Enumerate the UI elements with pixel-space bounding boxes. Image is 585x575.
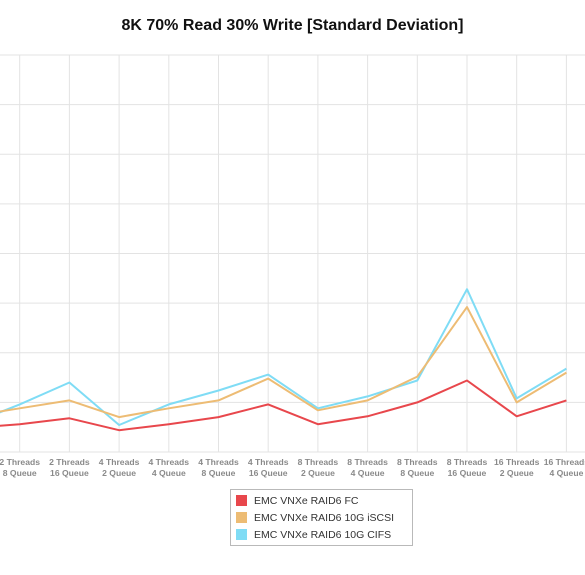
- x-tick-label: 8 Threads: [298, 457, 339, 467]
- x-tick-label: 4 Queue: [549, 468, 583, 478]
- legend-label: EMC VNXe RAID6 10G CIFS: [254, 528, 392, 541]
- x-tick-label: 4 Threads: [99, 457, 140, 467]
- series-lines: [0, 288, 567, 432]
- x-tick-label: 8 Threads: [447, 457, 488, 467]
- x-tick-label: 16 Threads: [494, 457, 540, 467]
- x-tick-label: 16 Queue: [249, 468, 288, 478]
- x-tick-label: 2 Threads: [49, 457, 90, 467]
- legend-label: EMC VNXe RAID6 FC: [254, 494, 359, 507]
- x-tick-label: 8 Threads: [347, 457, 388, 467]
- x-tick-label: 16 Threads: [544, 457, 585, 467]
- x-tick-label: 16 Queue: [448, 468, 487, 478]
- legend-label: EMC VNXe RAID6 10G iSCSI: [254, 511, 395, 524]
- x-tick-label: 8 Queue: [202, 468, 236, 478]
- legend-item: EMC VNXe RAID6 10G iSCSI: [236, 509, 412, 526]
- x-tick-label: 2 Threads: [0, 457, 40, 467]
- legend-swatch: [236, 512, 247, 523]
- series-line: [0, 306, 567, 419]
- legend-item: EMC VNXe RAID6 10G CIFS: [236, 526, 412, 543]
- x-tick-label: 2 Queue: [301, 468, 335, 478]
- chart-title: 8K 70% Read 30% Write [Standard Deviatio…: [121, 17, 464, 34]
- x-tick-label: 8 Queue: [400, 468, 434, 478]
- x-tick-label: 4 Queue: [351, 468, 385, 478]
- legend-swatch: [236, 495, 247, 506]
- x-tick-label: 4 Threads: [148, 457, 189, 467]
- x-tick-label: 4 Queue: [152, 468, 186, 478]
- x-tick-label: 16 Queue: [50, 468, 89, 478]
- x-tick-label: 8 Queue: [3, 468, 37, 478]
- series-line: [0, 288, 567, 426]
- x-tick-label: 4 Threads: [248, 457, 289, 467]
- x-tick-label: 2 Queue: [102, 468, 136, 478]
- legend-swatch: [236, 529, 247, 540]
- series-line: [0, 379, 567, 432]
- x-tick-label: 8 Threads: [397, 457, 438, 467]
- grid: [0, 54, 585, 453]
- x-tick-label: 4 Threads: [198, 457, 239, 467]
- legend-item: EMC VNXe RAID6 FC: [236, 492, 412, 509]
- x-tick-label: 2 Queue: [500, 468, 534, 478]
- legend: EMC VNXe RAID6 FC EMC VNXe RAID6 10G iSCS…: [230, 489, 413, 546]
